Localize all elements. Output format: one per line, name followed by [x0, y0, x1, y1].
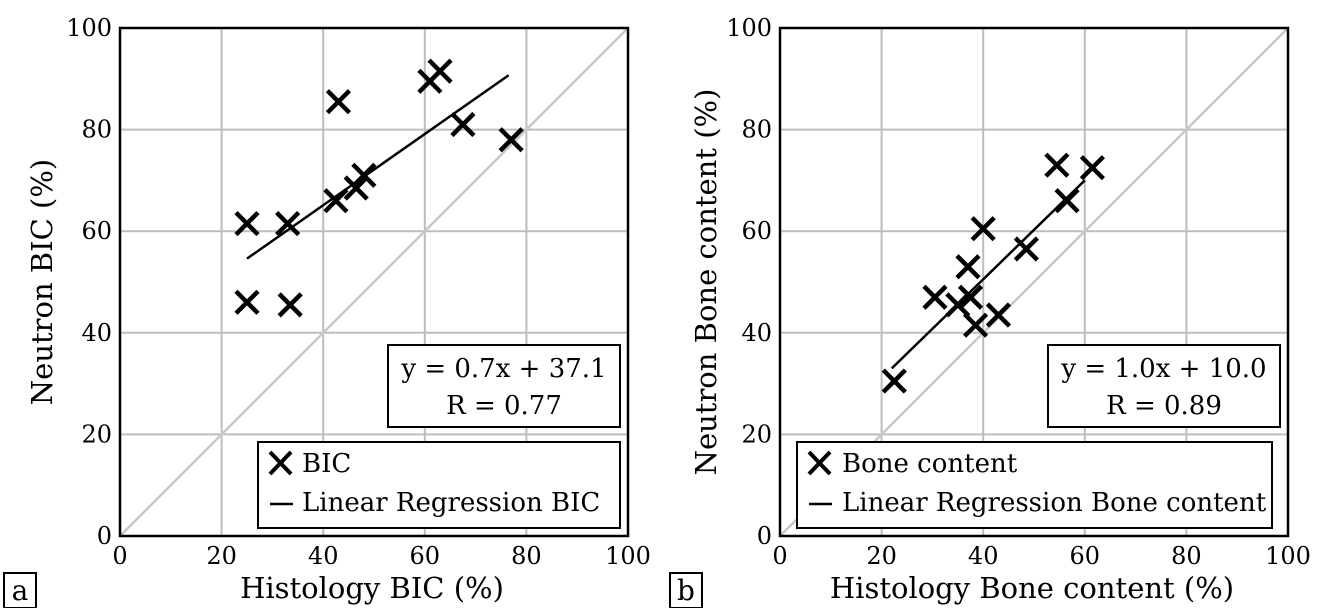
grid-a	[119, 27, 629, 537]
data-point-x-marker	[277, 292, 303, 318]
legend-label-bone-content: Bone content	[842, 449, 1018, 479]
x-tick-label: 40	[968, 542, 999, 570]
y-tick-label: 0	[97, 522, 112, 550]
legend-label-bic: BIC	[302, 449, 351, 479]
data-point-x-marker	[962, 312, 989, 338]
y-tick-label: 0	[757, 522, 772, 550]
equation-box-a	[387, 344, 621, 428]
equation-box-b	[1047, 344, 1281, 428]
panel-a: 0 20 40 60 80 100 0 20 40 60 80 100 y = 0.7x + 37.…	[3, 14, 651, 608]
y-tick-label: 60	[741, 217, 772, 245]
legend-b: Bone content Linear Regression Bone cont…	[796, 441, 1273, 529]
y-tick-labels-a: 0 20 40 60 80 100	[66, 14, 112, 550]
x-tick-label: 80	[1171, 542, 1202, 570]
plot-frame-a	[118, 26, 630, 538]
legend-marker-x-icon-a	[268, 450, 293, 476]
data-point-x-marker	[957, 284, 984, 310]
equation-text-a: y = 0.7x + 37.1	[400, 354, 606, 384]
panel-letter-box-b	[669, 572, 703, 608]
y-tick-label: 100	[66, 14, 112, 42]
data-point-x-marker	[450, 111, 476, 138]
data-point-x-marker	[1054, 188, 1080, 214]
x-tick-label: 20	[206, 542, 237, 570]
x-tick-label: 60	[1070, 542, 1101, 570]
regression-line-segment	[890, 179, 1086, 370]
data-point-x-marker	[343, 175, 369, 201]
x-tick-label: 0	[112, 542, 127, 570]
data-point-x-marker	[323, 188, 349, 214]
y-tick-label: 80	[81, 116, 112, 144]
x-tick-label: 20	[866, 542, 897, 570]
equation-text-b: y = 1.0x + 10.0	[1060, 354, 1266, 384]
x-axis-label-a: Histology BIC (%)	[240, 571, 504, 605]
data-point-x-marker	[234, 210, 260, 237]
data-point-x-marker	[955, 254, 981, 280]
x-tick-label: 100	[605, 542, 651, 570]
data-point-x-marker	[351, 162, 377, 188]
regression-line-b	[890, 179, 1086, 370]
panel-b: 0 20 40 60 80 100 0 20 40 60 80 100 y = 1.0x + 10.…	[669, 14, 1311, 608]
r-value-text-a: R = 0.77	[446, 391, 562, 421]
y-tick-label: 20	[741, 420, 772, 448]
data-point-x-marker	[1079, 155, 1106, 181]
data-point-x-marker	[985, 302, 1012, 328]
x-tick-labels-a: 0 20 40 60 80 100	[112, 542, 651, 570]
x-tick-label: 60	[410, 542, 441, 570]
y-tick-label: 20	[81, 420, 112, 448]
plot-frame-b	[778, 26, 1290, 538]
y-tick-label: 40	[741, 319, 772, 347]
data-point-x-marker	[325, 89, 352, 115]
markers-b	[881, 152, 1106, 394]
y-tick-labels-b: 0 20 40 60 80 100	[726, 14, 772, 550]
data-point-x-marker	[970, 216, 996, 242]
identity-line-a	[119, 27, 629, 537]
markers-a	[234, 58, 524, 318]
x-tick-label: 100	[1265, 542, 1311, 570]
panel-letter-b: b	[677, 574, 695, 607]
panel-letter-box-a	[3, 572, 37, 608]
data-point-x-marker	[1013, 236, 1039, 262]
panel-letter-a: a	[12, 574, 29, 607]
data-point-x-marker	[234, 289, 260, 315]
data-point-x-marker	[498, 127, 524, 153]
legend-marker-x-icon-b	[807, 450, 832, 476]
r-value-text-b: R = 0.89	[1106, 391, 1222, 421]
x-tick-label: 80	[511, 542, 542, 570]
y-tick-label: 100	[726, 14, 772, 42]
x-tick-label: 40	[308, 542, 339, 570]
y-axis-label-a: Neutron BIC (%)	[25, 159, 59, 405]
legend-a: BIC Linear Regression BIC	[257, 441, 621, 529]
y-axis-label-b: Neutron Bone content (%)	[689, 89, 723, 476]
x-tick-label: 0	[772, 542, 787, 570]
y-tick-label: 80	[741, 116, 772, 144]
y-tick-label: 40	[81, 319, 112, 347]
data-point-x-marker	[1044, 152, 1070, 178]
data-point-x-marker	[275, 210, 301, 237]
x-axis-label-b: Histology Bone content (%)	[830, 571, 1234, 605]
y-tick-label: 60	[81, 217, 112, 245]
legend-label-regression-b: Linear Regression Bone content	[842, 488, 1267, 518]
data-point-x-marker	[881, 368, 907, 394]
legend-label-regression-a: Linear Regression BIC	[302, 488, 600, 518]
data-point-x-marker	[427, 58, 453, 84]
x-tick-labels-b: 0 20 40 60 80 100	[772, 542, 1311, 570]
data-point-x-marker	[945, 292, 971, 318]
data-point-x-marker	[922, 284, 948, 310]
